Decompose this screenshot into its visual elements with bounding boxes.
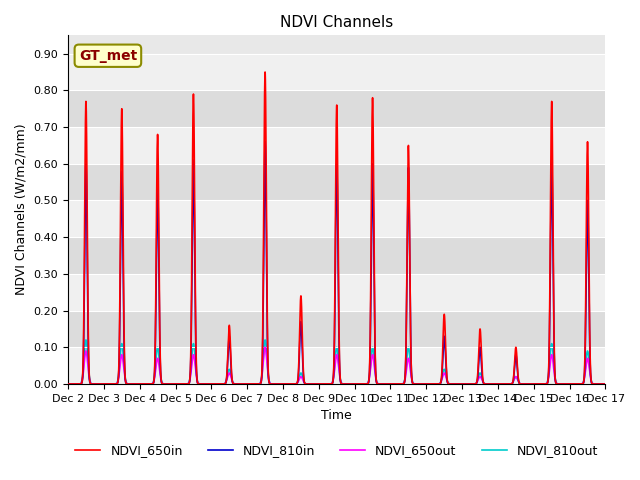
NDVI_650in xyxy=(494,381,502,387)
Bar xyxy=(68,348,605,384)
NDVI_650out xyxy=(602,381,609,387)
NDVI_810in xyxy=(182,381,189,387)
NDVI_810in xyxy=(602,381,609,387)
NDVI_650out xyxy=(182,381,189,387)
NDVI_810in xyxy=(530,381,538,387)
NDVI_810out xyxy=(182,381,190,387)
NDVI_650out xyxy=(64,381,72,387)
NDVI_650out xyxy=(81,351,89,357)
NDVI_650out xyxy=(261,345,269,350)
NDVI_650in xyxy=(602,381,609,387)
Line: NDVI_810in: NDVI_810in xyxy=(68,142,605,384)
NDVI_650in xyxy=(123,381,131,387)
Bar xyxy=(68,201,605,237)
NDVI_650out xyxy=(348,381,356,387)
NDVI_650in xyxy=(64,381,72,387)
X-axis label: Time: Time xyxy=(321,409,352,422)
NDVI_810out xyxy=(348,381,356,387)
NDVI_810in xyxy=(261,139,269,144)
NDVI_650out xyxy=(193,377,201,383)
Bar xyxy=(68,127,605,164)
Legend: NDVI_650in, NDVI_810in, NDVI_650out, NDVI_810out: NDVI_650in, NDVI_810in, NDVI_650out, NDV… xyxy=(70,439,603,462)
NDVI_810out xyxy=(81,341,89,347)
NDVI_810in xyxy=(193,378,201,384)
Y-axis label: NDVI Channels (W/m2/mm): NDVI Channels (W/m2/mm) xyxy=(15,124,28,296)
NDVI_650in xyxy=(81,151,89,157)
Line: NDVI_810out: NDVI_810out xyxy=(68,340,605,384)
Line: NDVI_650out: NDVI_650out xyxy=(68,348,605,384)
Bar xyxy=(68,311,605,348)
NDVI_810in xyxy=(123,381,131,387)
Bar xyxy=(68,164,605,201)
NDVI_650out xyxy=(530,381,538,387)
NDVI_810out xyxy=(530,381,538,387)
Text: GT_met: GT_met xyxy=(79,49,137,63)
NDVI_810out xyxy=(82,337,90,343)
NDVI_650in xyxy=(193,377,201,383)
NDVI_810out xyxy=(64,381,72,387)
Bar xyxy=(68,274,605,311)
NDVI_810out xyxy=(193,376,201,382)
NDVI_650in xyxy=(348,381,356,387)
NDVI_810in xyxy=(64,381,72,387)
NDVI_810out xyxy=(602,381,609,387)
NDVI_810in xyxy=(494,381,502,387)
Title: NDVI Channels: NDVI Channels xyxy=(280,15,394,30)
NDVI_810in xyxy=(348,381,356,387)
NDVI_650out xyxy=(123,380,131,386)
NDVI_650out xyxy=(494,381,502,387)
Bar xyxy=(68,237,605,274)
NDVI_650in xyxy=(530,381,538,387)
NDVI_810out xyxy=(494,381,502,387)
NDVI_810in xyxy=(81,202,89,208)
NDVI_810out xyxy=(123,380,131,386)
Line: NDVI_650in: NDVI_650in xyxy=(68,72,605,384)
Bar xyxy=(68,54,605,90)
NDVI_650in xyxy=(261,69,269,75)
Bar xyxy=(68,90,605,127)
NDVI_650in xyxy=(182,381,189,387)
